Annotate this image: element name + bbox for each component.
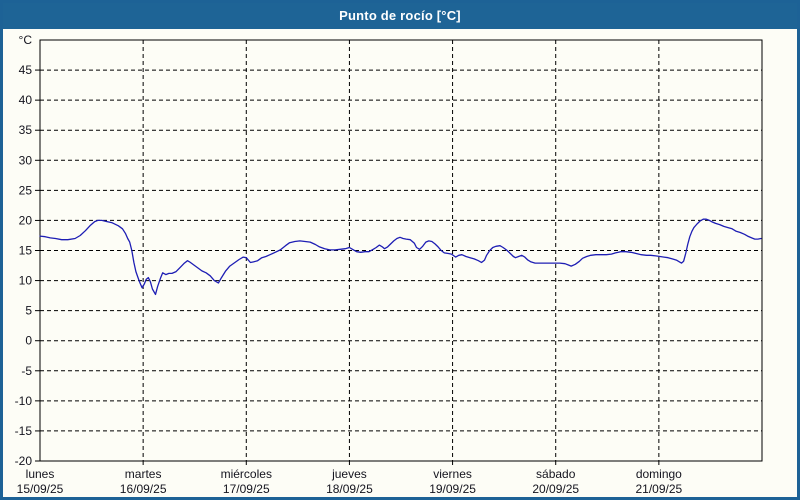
y-tick-label: 25 — [19, 183, 33, 197]
y-tick-label: 5 — [25, 304, 32, 318]
day-date-label: 20/09/25 — [532, 482, 579, 496]
y-tick-label: -10 — [15, 394, 33, 408]
y-axis-unit-label: °C — [19, 33, 33, 47]
day-name-label: sábado — [536, 467, 576, 481]
chart-title: Punto de rocío [°C] — [339, 8, 461, 23]
y-tick-label: 0 — [25, 334, 32, 348]
day-name-label: domingo — [636, 467, 682, 481]
plot-frame — [39, 39, 763, 462]
plot-canvas: 45 40 35 30 25 20 15 10 5 0 -5 -10 -15 -20 °C lunes15/0… — [15, 33, 763, 496]
y-tick-label: 45 — [19, 63, 33, 77]
day-name-label: lunes — [26, 467, 55, 481]
y-tick-label: 30 — [19, 153, 33, 167]
day-name-label: miércoles — [221, 467, 272, 481]
day-name-label: viernes — [433, 467, 472, 481]
y-tick-label: 35 — [19, 123, 33, 137]
day-date-label: 17/09/25 — [223, 482, 270, 496]
series-line — [39, 218, 762, 296]
day-name-label: jueves — [331, 467, 367, 481]
y-tick-label: 15 — [19, 244, 33, 258]
y-tick-label: -5 — [21, 364, 32, 378]
y-tick-label: 20 — [19, 213, 33, 227]
y-tick-label: 40 — [19, 93, 33, 107]
window-titlebar: Punto de rocío [°C] — [3, 3, 797, 29]
day-date-label: 16/09/25 — [120, 482, 167, 496]
day-date-label: 21/09/25 — [635, 482, 682, 496]
day-date-label: 18/09/25 — [326, 482, 373, 496]
day-date-label: 19/09/25 — [429, 482, 476, 496]
chart-area: 45 40 35 30 25 20 15 10 5 0 -5 -10 -15 -20 °C lunes 15/0… — [3, 29, 797, 497]
y-tick-label: 10 — [19, 274, 33, 288]
day-date-label: 15/09/25 — [17, 482, 64, 496]
y-tick-label: -15 — [15, 424, 33, 438]
y-tick-label: -20 — [15, 454, 33, 468]
day-name-label: martes — [125, 467, 162, 481]
